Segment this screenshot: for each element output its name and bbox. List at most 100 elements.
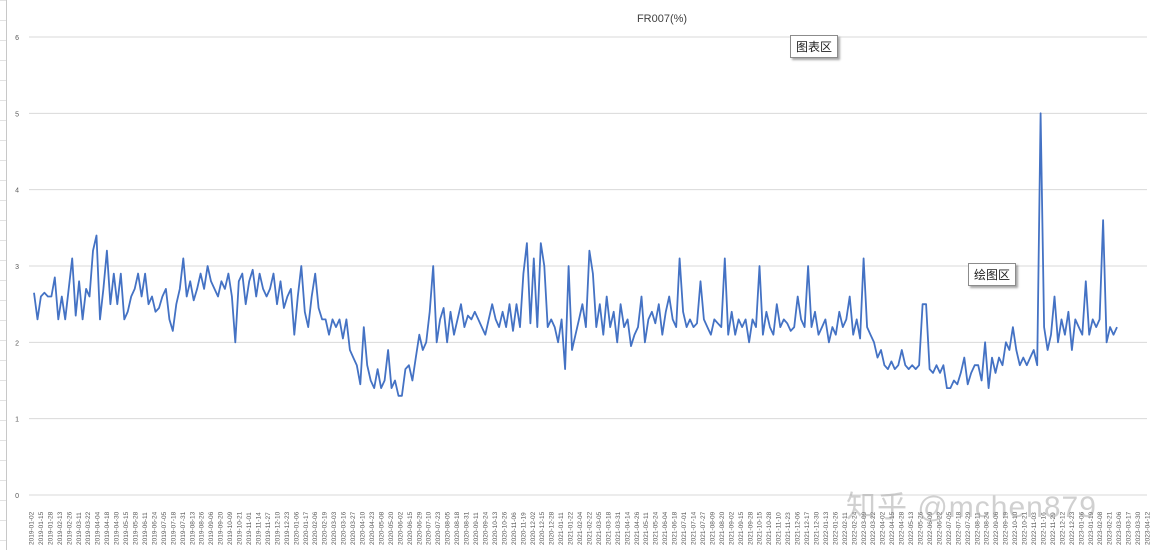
y-tick-label: 3: [15, 264, 19, 271]
series-line-fr007[interactable]: [33, 112, 1118, 397]
x-tick-label: 2020-09-24: [483, 511, 490, 545]
x-tick-label: 2023-03-17: [1126, 511, 1133, 545]
x-tick-label: 2020-01-17: [303, 511, 310, 545]
x-tick-label: 2019-01-28: [47, 511, 54, 545]
x-tick-label: 2022-11-03: [1031, 512, 1038, 545]
y-tick-label: 2: [15, 340, 19, 347]
x-tick-label: 2020-09-11: [473, 512, 480, 545]
x-tick-label: 2021-03-31: [615, 511, 622, 545]
x-tick-label: 2022-07-05: [946, 511, 953, 545]
x-tick-label: 2021-07-14: [691, 511, 698, 545]
x-tick-label: 2022-04-02: [880, 511, 887, 545]
x-tick-label: 2021-12-17: [804, 511, 811, 545]
x-tick-label: 2021-06-04: [662, 511, 669, 545]
x-tick-label: 2020-12-02: [530, 511, 537, 545]
chart-title: FR007(%): [637, 13, 687, 25]
x-tick-label: 2020-07-10: [426, 511, 433, 545]
x-tick-label: 2021-05-11: [643, 512, 650, 545]
x-tick-label: 2021-03-05: [596, 511, 603, 545]
x-tick-label: 2022-04-28: [899, 511, 906, 545]
x-tick-label: 2023-01-19: [1088, 511, 1095, 545]
x-tick-label: 2020-08-05: [445, 511, 452, 545]
x-tick-label: 2019-11-01: [246, 512, 253, 545]
x-tick-label: 2022-06-09: [927, 511, 934, 545]
x-tick-label: 2020-04-10: [360, 511, 367, 545]
x-tick-label: 2020-12-28: [549, 511, 556, 545]
x-tick-label: 2019-07-18: [170, 511, 177, 545]
x-tick-label: 2020-08-18: [454, 511, 461, 545]
x-tick-label: 2022-09-19: [1003, 511, 1010, 545]
x-tick-label: 2020-02-06: [312, 511, 319, 545]
x-tick-label: 2020-07-23: [435, 511, 442, 545]
x-tick-label: 2019-06-24: [151, 511, 158, 545]
x-tick-label: 2021-08-20: [719, 511, 726, 545]
x-tick-label: 2021-11-10: [776, 512, 783, 545]
gridlines: [29, 36, 1147, 496]
x-tick-label: 2021-12-30: [814, 511, 821, 545]
x-tick-label: 2021-01-11: [558, 512, 565, 545]
x-tick-label: 2019-01-15: [38, 511, 45, 545]
y-tick-label: 0: [15, 493, 19, 500]
y-tick-label: 1: [15, 417, 19, 424]
x-tick-label: 2020-11-19: [520, 512, 527, 545]
x-tick-label: 2020-02-19: [322, 511, 329, 545]
x-tick-label: 2022-08-11: [974, 512, 981, 545]
x-tick-label: 2021-09-02: [728, 511, 735, 545]
x-tick-label: 2023-01-06: [1078, 511, 1085, 545]
x-tick-label: 2019-08-13: [189, 511, 196, 545]
x-tick-label: 2020-10-13: [492, 511, 499, 545]
x-tick-label: 2021-08-09: [709, 511, 716, 545]
x-tick-label: 2022-03-22: [870, 511, 877, 545]
x-tick-label: 2023-03-06: [1116, 511, 1123, 545]
x-tick-label: 2022-10-21: [1022, 511, 1029, 545]
x-tick-label: 2019-01-02: [29, 511, 36, 545]
x-tick-label: 2020-03-27: [350, 511, 357, 545]
x-tick-label: 2020-04-23: [369, 511, 376, 545]
x-tick-label: 2022-08-24: [984, 511, 991, 545]
plot-area[interactable]: [33, 112, 1118, 397]
x-tick-label: 2020-06-02: [397, 511, 404, 545]
x-tick-label: 2023-04-12: [1145, 511, 1150, 545]
x-tick-label: 2022-12-12: [1059, 511, 1066, 545]
x-tick-label: 2022-11-16: [1041, 512, 1048, 545]
x-tick-label: 2021-05-24: [653, 511, 660, 545]
x-tick-label: 2022-11-29: [1050, 512, 1057, 545]
x-tick-label: 2019-06-11: [142, 512, 149, 545]
x-tick-label: 2019-05-28: [133, 511, 140, 545]
x-tick-label: 2020-08-31: [464, 511, 471, 545]
x-tick-label: 2021-03-18: [605, 511, 612, 545]
x-tick-label: 2019-03-11: [76, 512, 83, 545]
x-tick-label: 2021-11-23: [785, 512, 792, 545]
x-tick-label: 2019-07-05: [161, 511, 168, 545]
x-tick-label: 2020-05-20: [388, 511, 395, 545]
x-tick-label: 2021-04-14: [624, 511, 631, 545]
x-tick-label: 2022-09-06: [993, 511, 1000, 545]
x-tick-label: 2020-10-26: [501, 511, 508, 545]
x-tick-label: 2022-05-26: [918, 511, 925, 545]
x-tick-label: 2021-07-01: [681, 511, 688, 545]
x-tick-label: 2019-08-26: [199, 511, 206, 545]
x-tick-label: 2020-01-06: [293, 511, 300, 545]
x-tick-label: 2023-02-21: [1107, 511, 1114, 545]
x-tick-label: 2022-10-10: [1012, 511, 1019, 545]
x-tick-label: 2019-12-23: [284, 511, 291, 545]
x-tick-label: 2023-03-30: [1135, 511, 1142, 545]
x-tick-label: 2020-06-15: [407, 511, 414, 545]
x-tick-label: 2019-07-31: [180, 511, 187, 545]
x-tick-label: 2020-12-15: [539, 511, 546, 545]
x-tick-label: 2021-04-26: [634, 511, 641, 545]
x-tick-label: 2022-12-23: [1069, 511, 1076, 545]
x-tick-label: 2021-07-27: [700, 511, 707, 545]
x-tick-label: 2020-03-03: [331, 511, 338, 545]
x-tick-label: 2019-10-09: [227, 511, 234, 545]
x-tick-label: 2019-09-20: [218, 511, 225, 545]
x-tick-label: 2021-01-22: [568, 511, 575, 545]
x-tick-label: 2022-01-26: [832, 511, 839, 545]
x-tick-label: 2021-09-28: [747, 511, 754, 545]
plot-area-tooltip: 绘图区: [968, 263, 1017, 286]
x-tick-label: 2022-02-24: [851, 511, 858, 545]
x-tick-label: 2019-11-14: [256, 512, 263, 545]
x-tick-label: 2019-05-15: [123, 511, 130, 545]
